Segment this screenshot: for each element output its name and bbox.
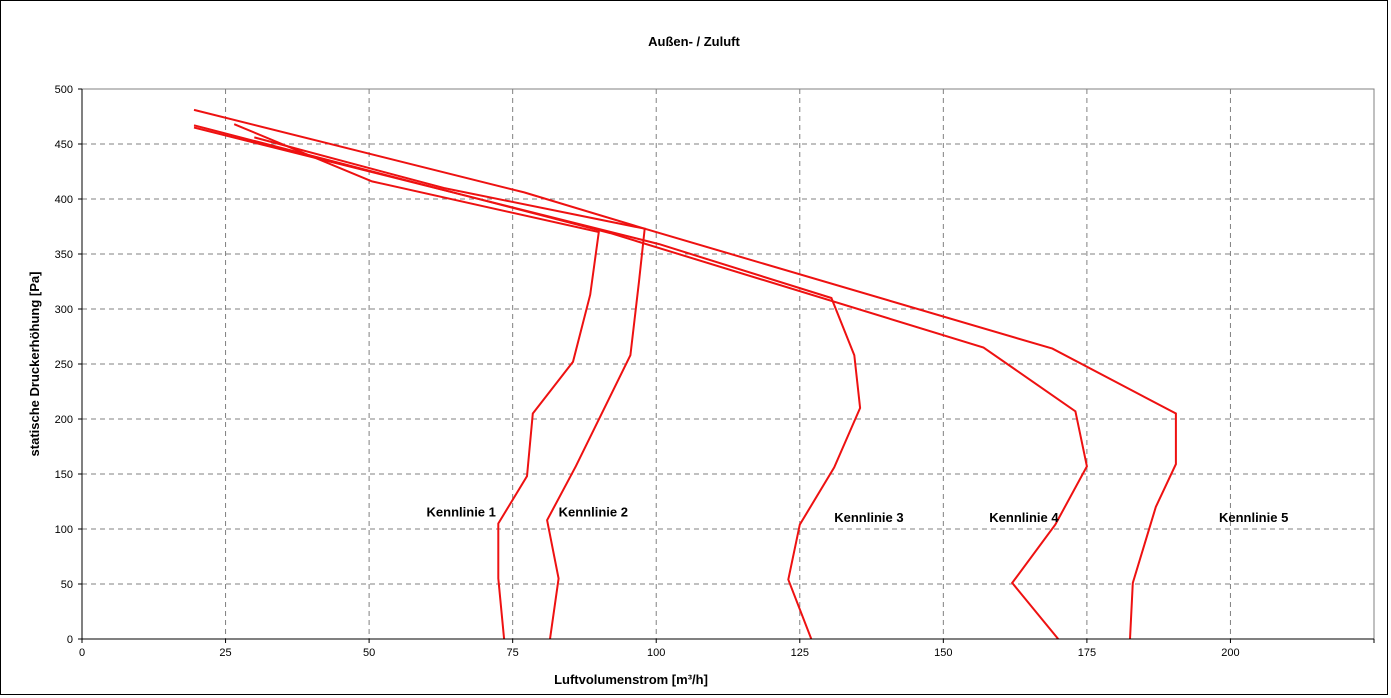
- x-tick-label: 75: [507, 647, 519, 659]
- y-tick-label: 450: [55, 139, 73, 151]
- chart-title: Außen- / Zuluft: [648, 34, 740, 49]
- curve-label-kennlinie-3: Kennlinie 3: [834, 510, 903, 525]
- axis-layer: 0 25 50 75 100 125 150 175 200 0 50 100 150 200 250 300…: [55, 84, 1375, 659]
- y-tick-label: 50: [61, 579, 73, 591]
- x-tick-label: 0: [79, 647, 85, 659]
- y-tick-label: 350: [55, 249, 73, 261]
- curve-label-kennlinie-4: Kennlinie 4: [989, 510, 1059, 525]
- y-tick-label: 150: [55, 469, 73, 481]
- y-tick-label: 400: [55, 194, 73, 206]
- x-tick-label: 100: [647, 647, 665, 659]
- series-line-kennlinie-2: [254, 136, 646, 640]
- x-tick-label: 200: [1221, 647, 1239, 659]
- y-axis-title: statische Druckerhöhung [Pa]: [27, 272, 42, 457]
- x-tick-label: 175: [1078, 647, 1096, 659]
- series-line-kennlinie-4: [193, 124, 1088, 640]
- y-tick-label: 500: [55, 84, 73, 96]
- y-tick-label: 250: [55, 359, 73, 371]
- y-tick-label: 200: [55, 414, 73, 426]
- x-tick-label: 150: [934, 647, 952, 659]
- x-tick-label: 50: [363, 647, 375, 659]
- curve-label-kennlinie-5: Kennlinie 5: [1219, 510, 1288, 525]
- x-tick-label: 25: [219, 647, 231, 659]
- x-tick-label: 125: [791, 647, 809, 659]
- series-line-kennlinie-3: [193, 126, 862, 640]
- curve-label-kennlinie-2: Kennlinie 2: [559, 505, 628, 520]
- x-axis-title: Luftvolumenstrom [m³/h]: [554, 672, 708, 687]
- y-tick-label: 0: [67, 634, 73, 646]
- curve-label-layer: Kennlinie 1 Kennlinie 2 Kennlinie 3 Kennlin…: [427, 505, 1289, 526]
- y-tick-label: 100: [55, 524, 73, 536]
- series-line-kennlinie-5: [193, 108, 1177, 640]
- plot-area: Kennlinie 1 Kennlinie 2 Kennlinie 3 Kennlin…: [81, 88, 1375, 640]
- series-line-kennlinie-1: [233, 123, 600, 640]
- series-layer: [193, 108, 1177, 640]
- curve-label-kennlinie-1: Kennlinie 1: [427, 505, 496, 520]
- y-tick-label: 300: [55, 304, 73, 316]
- plot-border: [81, 88, 1375, 640]
